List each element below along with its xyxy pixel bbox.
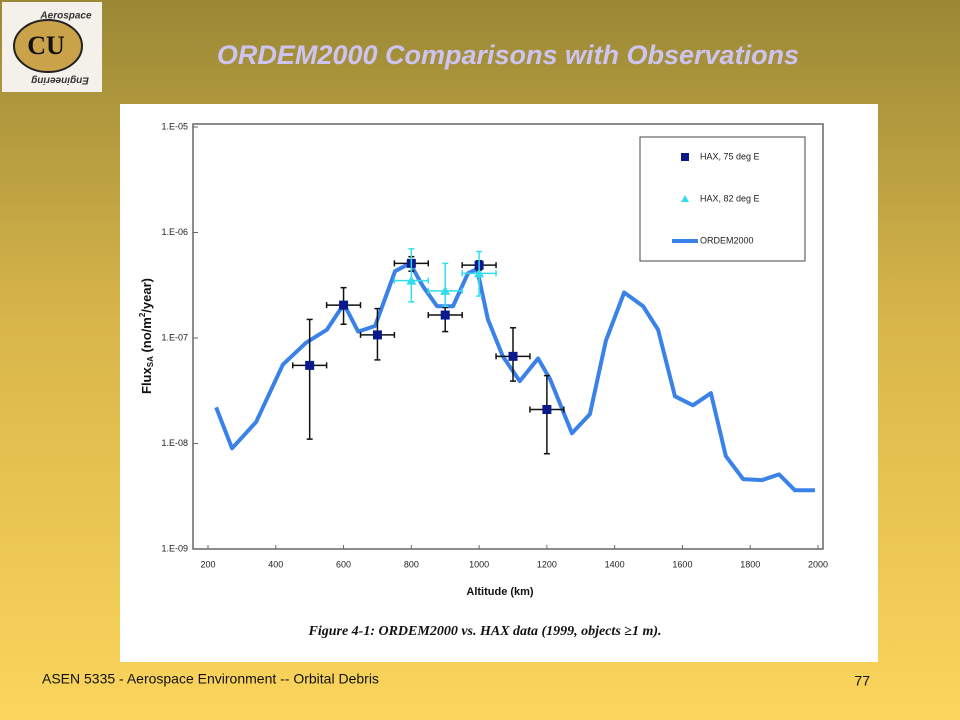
data-point xyxy=(305,360,315,370)
plot-frame xyxy=(192,123,824,550)
page-number: 77 xyxy=(854,673,870,689)
y-title-part: SA xyxy=(146,356,155,367)
y-tick-label: 1.E-07 xyxy=(161,332,188,342)
legend-swatch xyxy=(681,195,689,202)
data-point xyxy=(372,330,382,340)
y-title-part: (no/m xyxy=(139,317,154,356)
y-title-part: 2 xyxy=(138,312,147,317)
logo-bottom: Engineering xyxy=(31,74,89,85)
x-tick-label: 600 xyxy=(336,559,351,569)
y-axis-title: FluxSA (no/m2/year) xyxy=(138,278,155,394)
data-point xyxy=(508,351,518,361)
legend-swatch xyxy=(681,153,689,161)
x-tick-label: 1600 xyxy=(672,559,692,569)
x-tick-label: 1200 xyxy=(537,559,557,569)
x-tick-label: 800 xyxy=(404,559,419,569)
logo-mark: CU xyxy=(27,31,65,60)
y-tick-label: 1.E-09 xyxy=(161,543,188,553)
x-tick-label: 200 xyxy=(200,559,215,569)
data-point xyxy=(542,405,552,415)
y-title-part: /year) xyxy=(139,278,154,313)
logo-emblem xyxy=(13,19,83,73)
data-point xyxy=(406,275,417,285)
x-axis-title: Altitude (km) xyxy=(466,586,534,598)
legend-label: ORDEM2000 xyxy=(700,235,754,245)
x-tick-label: 400 xyxy=(268,559,283,569)
legend-box xyxy=(639,136,806,262)
x-tick-label: 2000 xyxy=(808,559,828,569)
x-tick-label: 1800 xyxy=(740,559,760,569)
logo-top: Aerospace xyxy=(39,11,92,22)
y-tick-label: 1.E-06 xyxy=(161,227,188,237)
x-tick-label: 1000 xyxy=(469,559,489,569)
data-point xyxy=(474,268,485,278)
data-point xyxy=(440,310,450,320)
x-tick-label: 1400 xyxy=(605,559,625,569)
legend-label: HAX, 82 deg E xyxy=(700,193,760,203)
data-point xyxy=(339,300,349,310)
data-point xyxy=(440,285,451,295)
legend-label: HAX, 75 deg E xyxy=(700,151,760,161)
footer: ASEN 5335 - Aerospace Environment -- Orb… xyxy=(42,671,379,687)
y-tick-label: 1.E-08 xyxy=(161,438,188,448)
slide-title: ORDEM2000 Comparisons with Observations xyxy=(217,40,799,70)
y-title-part: Flux xyxy=(139,367,154,394)
y-tick-label: 1.E-05 xyxy=(161,121,188,131)
chart-caption: Figure 4-1: ORDEM2000 vs. HAX data (1999… xyxy=(307,624,661,639)
logo: CU Aerospace Engineering xyxy=(2,2,102,92)
